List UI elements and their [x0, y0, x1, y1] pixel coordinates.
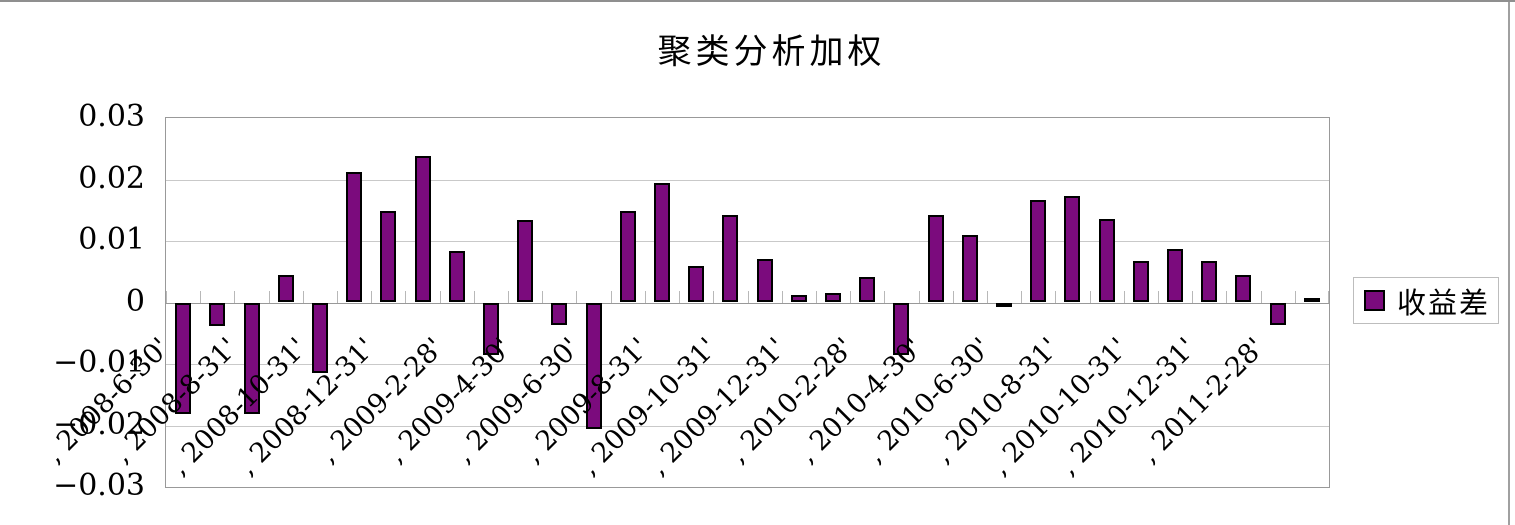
- bar: [1064, 196, 1081, 303]
- category-tick: [1295, 290, 1296, 303]
- frame-right-border: [1508, 2, 1510, 525]
- category-tick: [748, 290, 749, 303]
- bar: [893, 302, 910, 355]
- bar: [311, 302, 328, 374]
- category-tick: [645, 290, 646, 303]
- bar: [448, 251, 465, 303]
- y-axis-label: −0.03: [53, 468, 145, 503]
- category-tick: [474, 290, 475, 303]
- bar: [653, 183, 670, 303]
- category-tick: [782, 290, 783, 303]
- y-axis-label: 0.01: [78, 222, 145, 257]
- category-tick: [269, 290, 270, 303]
- legend-label: 收益差: [1397, 285, 1491, 320]
- bar: [961, 234, 978, 303]
- category-tick: [1261, 290, 1262, 303]
- category-tick: [919, 290, 920, 303]
- y-axis-label: 0: [125, 283, 145, 319]
- category-tick: [371, 290, 372, 303]
- category-tick: [1055, 290, 1056, 303]
- bar: [209, 302, 226, 326]
- bar: [1030, 199, 1047, 303]
- category-tick: [576, 290, 577, 303]
- y-axis-label: 0.02: [78, 160, 145, 196]
- bar: [1167, 248, 1184, 303]
- bar: [1303, 297, 1320, 303]
- legend: 收益差: [1353, 277, 1499, 324]
- category-tick: [1226, 290, 1227, 303]
- gridline: [166, 241, 1329, 242]
- bar: [482, 302, 499, 355]
- bar: [927, 215, 944, 303]
- category-tick: [508, 290, 509, 303]
- bar: [996, 302, 1013, 307]
- category-tick: [1090, 290, 1091, 303]
- bar: [1269, 302, 1286, 325]
- category-tick: [1328, 290, 1329, 303]
- category-tick: [850, 290, 851, 303]
- bar: [688, 265, 705, 303]
- bar: [346, 172, 363, 303]
- category-tick: [337, 290, 338, 303]
- category-tick: [303, 290, 304, 303]
- category-tick: [816, 290, 817, 303]
- bar: [1235, 274, 1252, 303]
- bar: [619, 211, 636, 303]
- category-tick: [166, 290, 167, 303]
- category-tick: [884, 290, 885, 303]
- category-tick: [1192, 290, 1193, 303]
- bar: [551, 302, 568, 325]
- bar: [756, 258, 773, 303]
- category-tick: [1158, 290, 1159, 303]
- category-tick: [405, 290, 406, 303]
- category-tick: [1124, 290, 1125, 303]
- bar: [722, 214, 739, 303]
- bar: [825, 293, 841, 303]
- bar: [790, 295, 807, 303]
- gridline: [166, 425, 1329, 427]
- bar: [1132, 261, 1149, 303]
- category-tick: [953, 290, 954, 303]
- plot-area: [165, 117, 1330, 488]
- bar: [859, 277, 876, 303]
- category-tick: [542, 290, 543, 303]
- bar: [277, 275, 294, 303]
- x-axis-zero-line: [166, 302, 1329, 304]
- y-axis-label: 0.03: [78, 99, 145, 134]
- legend-swatch-icon: [1364, 290, 1385, 311]
- bar: [1201, 261, 1218, 303]
- category-tick: [200, 290, 201, 303]
- gridline: [166, 179, 1329, 181]
- bar: [1098, 219, 1115, 303]
- bar: [585, 302, 602, 429]
- category-tick: [440, 290, 441, 303]
- category-tick: [611, 290, 612, 303]
- bar: [414, 156, 431, 303]
- category-tick: [679, 290, 680, 303]
- category-tick: [987, 290, 988, 303]
- bar: [380, 210, 397, 303]
- gridline: [166, 364, 1329, 365]
- bar: [243, 302, 260, 415]
- chart-title: 聚类分析加权: [657, 32, 886, 72]
- bar: [517, 220, 534, 303]
- category-tick: [713, 290, 714, 303]
- category-tick: [234, 290, 235, 303]
- y-axis-label: −0.01: [53, 345, 145, 380]
- bar: [175, 302, 192, 415]
- category-tick: [1021, 290, 1022, 303]
- y-axis-label: −0.02: [53, 406, 145, 442]
